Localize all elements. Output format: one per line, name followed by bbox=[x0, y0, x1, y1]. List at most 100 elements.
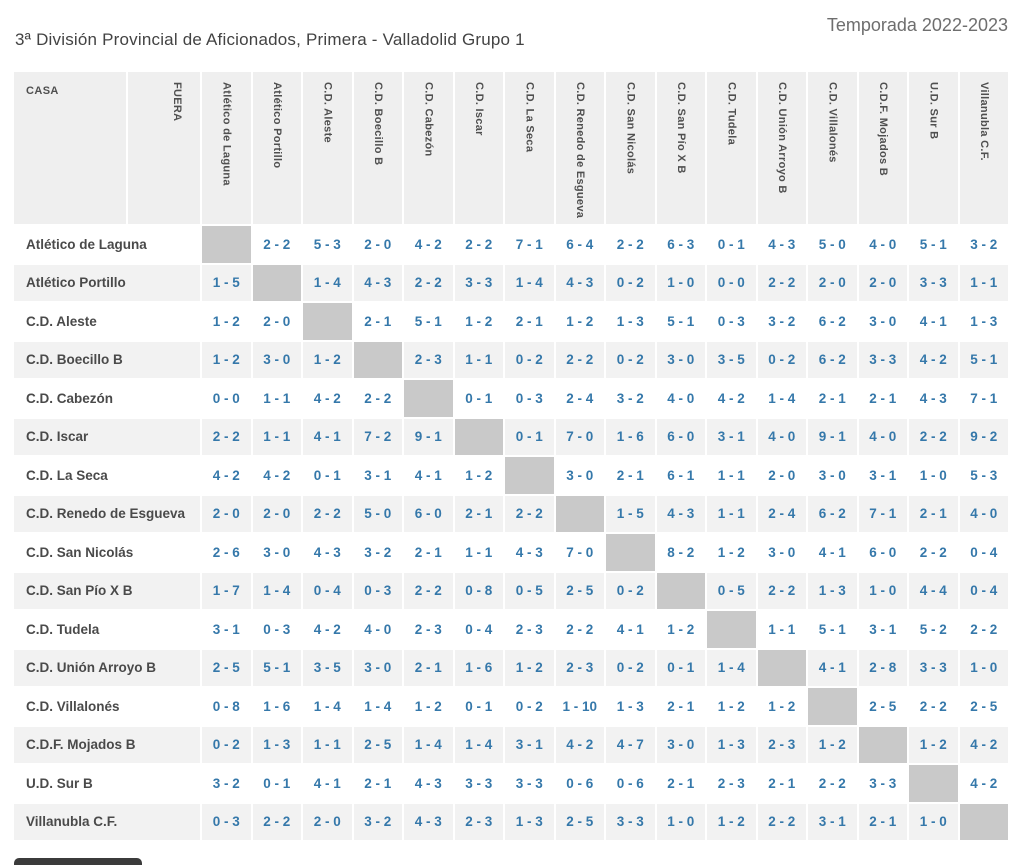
score-cell[interactable]: 2 - 8 bbox=[858, 649, 909, 689]
score-cell[interactable]: 3 - 3 bbox=[858, 765, 909, 804]
score-cell[interactable]: 2 - 1 bbox=[858, 803, 909, 843]
score-cell[interactable]: 3 - 1 bbox=[858, 611, 909, 650]
score-cell[interactable]: 1 - 3 bbox=[959, 303, 1010, 342]
score-cell[interactable]: 4 - 3 bbox=[656, 495, 707, 535]
score-cell[interactable]: 0 - 1 bbox=[252, 765, 303, 804]
score-cell[interactable]: 3 - 1 bbox=[858, 457, 909, 496]
score-cell[interactable]: 2 - 2 bbox=[909, 418, 960, 458]
score-cell[interactable]: 1 - 1 bbox=[252, 380, 303, 419]
score-cell[interactable]: 6 - 2 bbox=[808, 341, 859, 381]
score-cell[interactable]: 2 - 2 bbox=[252, 803, 303, 843]
score-cell[interactable]: 5 - 1 bbox=[252, 649, 303, 689]
score-cell[interactable]: 2 - 2 bbox=[404, 264, 455, 304]
score-cell[interactable]: 3 - 2 bbox=[757, 303, 808, 342]
score-cell[interactable]: 2 - 4 bbox=[555, 380, 606, 419]
score-cell[interactable]: 0 - 2 bbox=[606, 649, 657, 689]
score-cell[interactable]: 0 - 4 bbox=[959, 572, 1010, 612]
score-cell[interactable]: 2 - 5 bbox=[555, 803, 606, 843]
score-cell[interactable]: 0 - 3 bbox=[202, 803, 253, 843]
score-cell[interactable]: 5 - 0 bbox=[808, 226, 859, 265]
score-cell[interactable]: 3 - 2 bbox=[202, 765, 253, 804]
score-cell[interactable]: 1 - 3 bbox=[707, 726, 758, 766]
score-cell[interactable]: 1 - 1 bbox=[707, 457, 758, 496]
score-cell[interactable]: 4 - 3 bbox=[757, 226, 808, 265]
score-cell[interactable]: 0 - 2 bbox=[505, 688, 556, 727]
score-cell[interactable]: 4 - 3 bbox=[404, 765, 455, 804]
score-cell[interactable]: 2 - 2 bbox=[959, 611, 1010, 650]
score-cell[interactable]: 3 - 0 bbox=[252, 534, 303, 573]
score-cell[interactable]: 0 - 1 bbox=[505, 418, 556, 458]
score-cell[interactable]: 1 - 1 bbox=[252, 418, 303, 458]
score-cell[interactable]: 3 - 3 bbox=[505, 765, 556, 804]
score-cell[interactable]: 1 - 2 bbox=[202, 341, 253, 381]
score-cell[interactable]: 9 - 2 bbox=[959, 418, 1010, 458]
partial-bottom-button[interactable] bbox=[14, 858, 142, 865]
score-cell[interactable]: 6 - 0 bbox=[404, 495, 455, 535]
score-cell[interactable]: 5 - 1 bbox=[404, 303, 455, 342]
score-cell[interactable]: 4 - 2 bbox=[303, 611, 354, 650]
score-cell[interactable]: 2 - 3 bbox=[454, 803, 505, 843]
score-cell[interactable]: 4 - 3 bbox=[555, 264, 606, 304]
score-cell[interactable]: 1 - 5 bbox=[606, 495, 657, 535]
score-cell[interactable]: 1 - 4 bbox=[404, 726, 455, 766]
score-cell[interactable]: 1 - 2 bbox=[404, 688, 455, 727]
score-cell[interactable]: 2 - 1 bbox=[909, 495, 960, 535]
score-cell[interactable]: 2 - 1 bbox=[858, 380, 909, 419]
score-cell[interactable]: 2 - 1 bbox=[757, 765, 808, 804]
score-cell[interactable]: 1 - 4 bbox=[353, 688, 404, 727]
score-cell[interactable]: 5 - 3 bbox=[959, 457, 1010, 496]
score-cell[interactable]: 1 - 0 bbox=[656, 803, 707, 843]
score-cell[interactable]: 5 - 1 bbox=[909, 226, 960, 265]
score-cell[interactable]: 1 - 4 bbox=[757, 380, 808, 419]
score-cell[interactable]: 0 - 2 bbox=[202, 726, 253, 766]
score-cell[interactable]: 1 - 5 bbox=[202, 264, 253, 304]
score-cell[interactable]: 1 - 1 bbox=[454, 341, 505, 381]
score-cell[interactable]: 4 - 1 bbox=[808, 649, 859, 689]
score-cell[interactable]: 0 - 1 bbox=[454, 688, 505, 727]
score-cell[interactable]: 4 - 0 bbox=[656, 380, 707, 419]
score-cell[interactable]: 3 - 1 bbox=[505, 726, 556, 766]
score-cell[interactable]: 0 - 2 bbox=[606, 572, 657, 612]
score-cell[interactable]: 5 - 1 bbox=[959, 341, 1010, 381]
score-cell[interactable]: 0 - 2 bbox=[757, 341, 808, 381]
score-cell[interactable]: 4 - 1 bbox=[606, 611, 657, 650]
score-cell[interactable]: 1 - 4 bbox=[505, 264, 556, 304]
score-cell[interactable]: 3 - 0 bbox=[555, 457, 606, 496]
score-cell[interactable]: 4 - 1 bbox=[303, 765, 354, 804]
score-cell[interactable]: 1 - 4 bbox=[252, 572, 303, 612]
score-cell[interactable]: 1 - 3 bbox=[252, 726, 303, 766]
score-cell[interactable]: 1 - 0 bbox=[959, 649, 1010, 689]
score-cell[interactable]: 3 - 5 bbox=[303, 649, 354, 689]
score-cell[interactable]: 2 - 2 bbox=[909, 534, 960, 573]
score-cell[interactable]: 1 - 2 bbox=[707, 803, 758, 843]
score-cell[interactable]: 2 - 5 bbox=[555, 572, 606, 612]
score-cell[interactable]: 0 - 2 bbox=[606, 264, 657, 304]
score-cell[interactable]: 4 - 3 bbox=[303, 534, 354, 573]
score-cell[interactable]: 2 - 2 bbox=[303, 495, 354, 535]
score-cell[interactable]: 2 - 0 bbox=[303, 803, 354, 843]
score-cell[interactable]: 5 - 3 bbox=[303, 226, 354, 265]
score-cell[interactable]: 1 - 4 bbox=[303, 264, 354, 304]
score-cell[interactable]: 2 - 2 bbox=[202, 418, 253, 458]
score-cell[interactable]: 2 - 5 bbox=[202, 649, 253, 689]
score-cell[interactable]: 1 - 3 bbox=[808, 572, 859, 612]
score-cell[interactable]: 2 - 3 bbox=[404, 611, 455, 650]
score-cell[interactable]: 2 - 1 bbox=[353, 303, 404, 342]
score-cell[interactable]: 3 - 0 bbox=[858, 303, 909, 342]
score-cell[interactable]: 3 - 0 bbox=[656, 726, 707, 766]
score-cell[interactable]: 1 - 1 bbox=[454, 534, 505, 573]
score-cell[interactable]: 4 - 1 bbox=[404, 457, 455, 496]
score-cell[interactable]: 3 - 3 bbox=[454, 765, 505, 804]
score-cell[interactable]: 6 - 2 bbox=[808, 495, 859, 535]
score-cell[interactable]: 1 - 2 bbox=[757, 688, 808, 727]
score-cell[interactable]: 3 - 0 bbox=[353, 649, 404, 689]
score-cell[interactable]: 2 - 0 bbox=[858, 264, 909, 304]
score-cell[interactable]: 7 - 1 bbox=[858, 495, 909, 535]
score-cell[interactable]: 4 - 0 bbox=[858, 418, 909, 458]
score-cell[interactable]: 1 - 2 bbox=[454, 303, 505, 342]
score-cell[interactable]: 2 - 0 bbox=[202, 495, 253, 535]
score-cell[interactable]: 1 - 6 bbox=[606, 418, 657, 458]
score-cell[interactable]: 0 - 5 bbox=[505, 572, 556, 612]
score-cell[interactable]: 4 - 4 bbox=[909, 572, 960, 612]
score-cell[interactable]: 1 - 2 bbox=[303, 341, 354, 381]
